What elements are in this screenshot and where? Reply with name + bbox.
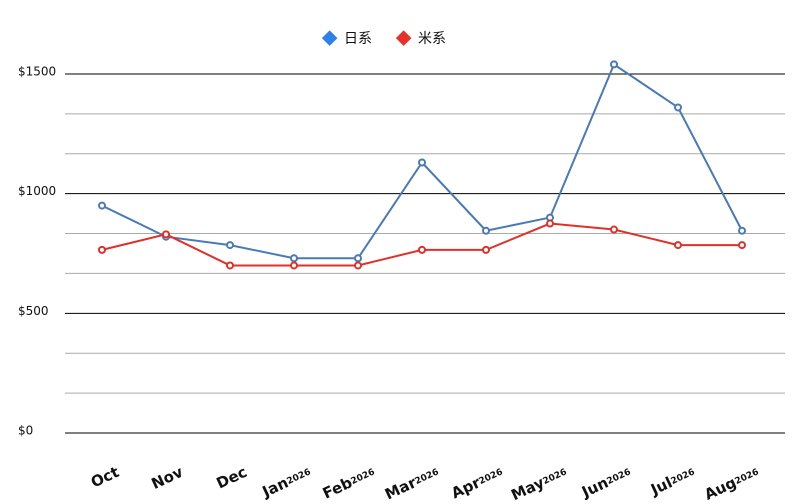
point [290,254,298,263]
y-tick-label: $1500 [18,64,56,78]
point [98,245,106,254]
point [98,201,106,210]
x-tick-label: Apr2026 [448,462,505,500]
series-line [101,222,742,267]
year-label: 2026 [733,467,760,487]
x-tick-label: May2026 [508,462,569,500]
point [610,225,618,234]
x-tick-label: Mar2026 [382,462,442,500]
category: Dec [213,462,249,492]
point [610,60,618,69]
y-tick-label: $0 [18,424,33,438]
x-tick-label: Feb2026 [320,462,378,500]
point [674,103,682,112]
year-label: 2026 [349,467,376,487]
year-label: 2026 [477,467,504,487]
point [546,219,554,228]
point [482,226,490,235]
point [290,261,298,270]
year-label: 2026 [669,467,696,487]
x-tick-label: Jul2026 [647,462,698,498]
x-tick-label: Dec [213,462,249,492]
legend-marker [395,30,412,46]
point [226,261,234,270]
point [738,226,746,235]
point [674,241,682,250]
point [482,245,490,254]
point [738,241,746,250]
y-tick-label: $1000 [18,184,56,198]
x-tick-label: Jan2026 [258,462,313,500]
y-tick-label: $500 [18,304,49,318]
point [354,261,362,270]
category: Oct [88,462,122,490]
x-tick-label: Oct [88,462,122,490]
year-label: 2026 [605,467,632,487]
x-tick-label: Nov [148,462,185,492]
point [354,254,362,263]
category: Nov [148,462,185,492]
point [162,230,170,239]
point [418,245,426,254]
legend-label: 米系 [418,31,446,47]
year-label: 2026 [413,467,440,487]
point [226,241,234,250]
x-tick-label: Jun2026 [578,462,634,500]
year-label: 2026 [541,467,568,487]
x-tick-label: Aug2026 [701,462,761,500]
year-label: 2026 [285,467,312,487]
legend-marker [321,30,338,46]
legend-label: 日系 [344,31,372,47]
point [418,158,426,167]
